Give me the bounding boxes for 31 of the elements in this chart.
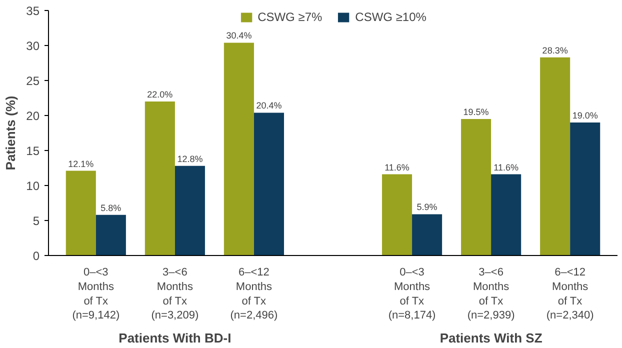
data-label: 5.9% [416, 202, 438, 212]
y-axis-title: Patients (%) [3, 96, 18, 170]
text: Patients With SZ [440, 330, 542, 346]
x-tick-label: 3–<6 Months of Tx (n=2,939) [467, 266, 515, 322]
x-tick-label: 6–<12 Months of Tx (n=2,496) [230, 266, 278, 322]
legend-label: CSWG ≥7% [258, 10, 322, 24]
y-tick-label: 0 [32, 249, 40, 263]
text: Patients With BD-I [118, 330, 232, 346]
data-label: 22.0% [147, 90, 173, 100]
y-tick-label: 10 [26, 179, 40, 193]
x-tick-label: 6–<12 Months of Tx (n=2,340) [546, 266, 594, 322]
y-tick-label: 30 [26, 39, 40, 53]
y-tick-label: 15 [26, 144, 40, 158]
y-tick-label: 25 [26, 74, 40, 88]
data-label: 11.6% [494, 162, 519, 172]
data-label: 28.3% [542, 45, 568, 56]
data-label: 30.4% [226, 30, 252, 41]
y-tick-label: 5 [32, 214, 40, 228]
x-tick-label: 0–<3 Months of Tx (n=9,142) [72, 266, 120, 322]
data-label: 11.6% [384, 162, 410, 172]
data-label: 12.1% [68, 158, 94, 169]
y-tick-label: 35 [26, 4, 40, 18]
legend-label: CSWG ≥10% [355, 10, 426, 24]
data-label: 12.8% [177, 154, 203, 164]
x-tick-label: 3–<6 Months of Tx (n=3,209) [151, 266, 199, 322]
x-tick-label: 0–<3 Months of Tx (n=8,174) [388, 266, 436, 322]
data-label: 5.8% [100, 202, 122, 213]
data-label: 20.4% [256, 100, 282, 111]
data-label: 19.5% [463, 107, 489, 117]
data-label: 19.0% [572, 110, 598, 120]
y-tick-label: 20 [26, 109, 40, 123]
